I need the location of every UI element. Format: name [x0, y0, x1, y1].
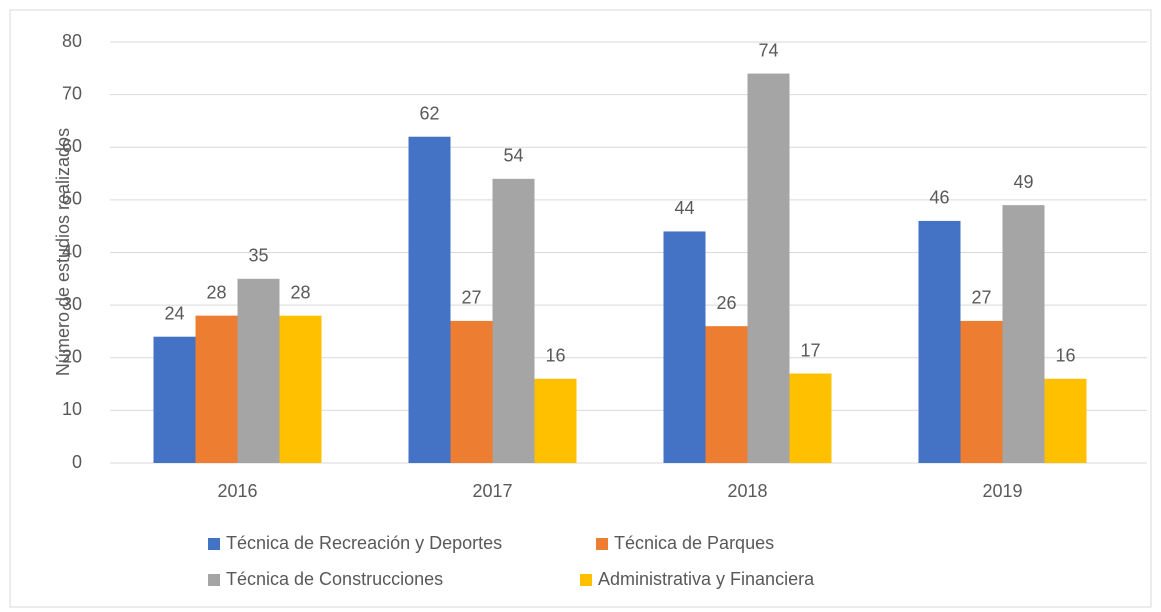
- y-axis-label: Número de estudios realizados: [53, 128, 73, 376]
- data-label: 24: [164, 303, 184, 323]
- x-tick-label: 2016: [217, 481, 257, 501]
- y-tick-label: 80: [62, 31, 82, 51]
- bar: [279, 315, 322, 463]
- legend-swatch: [208, 574, 220, 586]
- data-label: 35: [248, 246, 268, 266]
- bar: [960, 320, 1003, 463]
- bar: [918, 220, 961, 463]
- x-tick-label: 2018: [727, 481, 767, 501]
- data-label: 62: [419, 103, 439, 123]
- data-label: 27: [461, 288, 481, 308]
- data-label: 16: [1055, 346, 1075, 366]
- bar: [1002, 205, 1045, 463]
- data-label: 46: [929, 188, 949, 208]
- data-label: 28: [206, 282, 226, 302]
- x-tick-label: 2019: [982, 481, 1022, 501]
- x-tick-label: 2017: [472, 481, 512, 501]
- data-label: 28: [290, 282, 310, 302]
- bar: [195, 315, 238, 463]
- bar: [153, 336, 196, 463]
- legend-label: Administrativa y Financiera: [598, 569, 815, 589]
- legend-swatch: [596, 538, 608, 550]
- bar: [450, 320, 493, 463]
- data-label: 74: [758, 40, 778, 60]
- y-tick-label: 0: [72, 452, 82, 472]
- data-label: 26: [716, 293, 736, 313]
- y-tick-label: 40: [62, 241, 82, 261]
- bar: [663, 231, 706, 463]
- legend-label: Técnica de Construcciones: [226, 569, 443, 589]
- chart-border: [9, 9, 1152, 608]
- y-tick-label: 30: [62, 294, 82, 314]
- legend-swatch: [208, 538, 220, 550]
- bar: [747, 73, 790, 463]
- data-label: 54: [503, 146, 523, 166]
- bar: [237, 278, 280, 463]
- bar: [705, 326, 748, 463]
- y-tick-label: 50: [62, 189, 82, 209]
- data-label: 49: [1013, 172, 1033, 192]
- y-tick-label: 60: [62, 136, 82, 156]
- y-tick-label: 70: [62, 83, 82, 103]
- data-label: 16: [545, 346, 565, 366]
- data-label: 27: [971, 288, 991, 308]
- legend-swatch: [580, 574, 592, 586]
- y-tick-label: 20: [62, 347, 82, 367]
- legend-label: Técnica de Parques: [614, 533, 774, 553]
- bar: [408, 136, 451, 463]
- y-tick-label: 10: [62, 399, 82, 419]
- data-label: 44: [674, 198, 694, 218]
- bar: [1044, 378, 1087, 463]
- bar: [789, 373, 832, 463]
- data-label: 17: [800, 340, 820, 360]
- bar: [534, 378, 577, 463]
- legend-label: Técnica de Recreación y Deportes: [226, 533, 502, 553]
- bar: [492, 178, 535, 463]
